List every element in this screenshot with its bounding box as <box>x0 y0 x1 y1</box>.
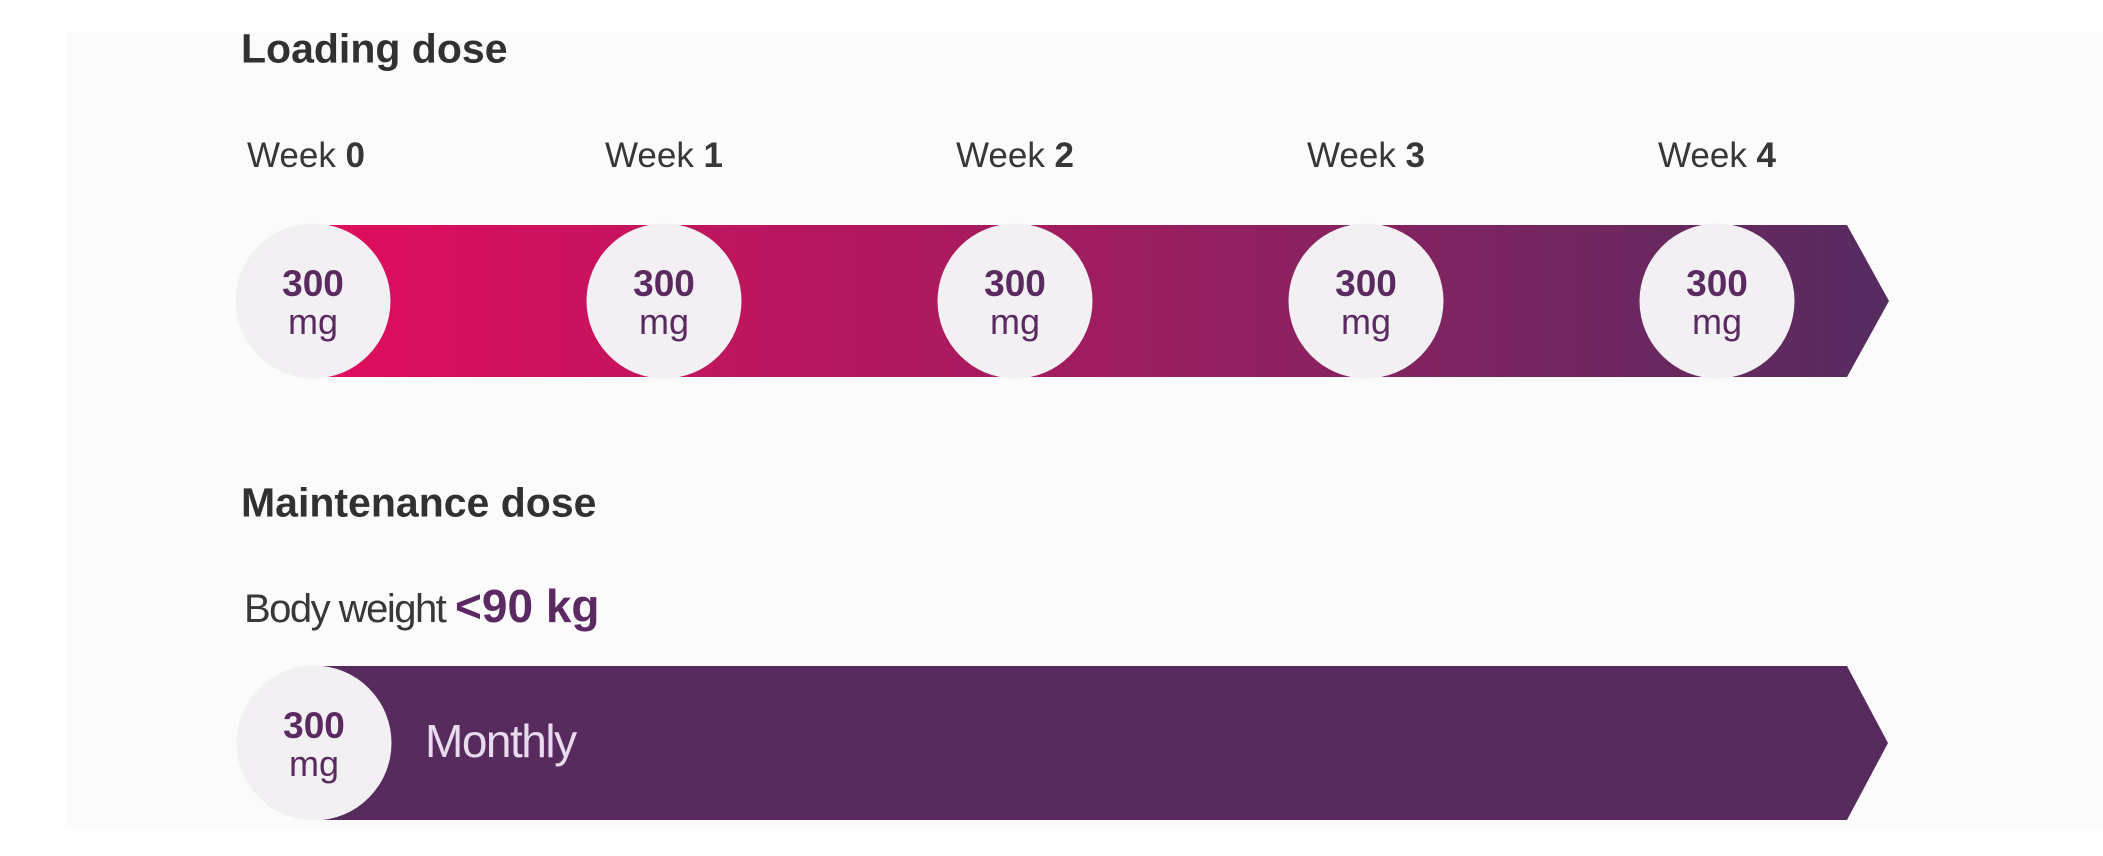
svg-text:Week 2: Week 2 <box>956 136 1074 175</box>
svg-text:300: 300 <box>282 263 344 304</box>
svg-text:Week 3: Week 3 <box>1307 136 1425 175</box>
svg-text:300: 300 <box>1686 263 1748 304</box>
svg-text:Maintenance dose: Maintenance dose <box>241 480 596 526</box>
svg-text:mg: mg <box>288 301 338 342</box>
svg-text:Loading dose: Loading dose <box>241 26 508 72</box>
svg-text:300: 300 <box>633 263 695 304</box>
svg-text:Week 0: Week 0 <box>247 136 365 175</box>
svg-text:mg: mg <box>1341 301 1391 342</box>
svg-text:mg: mg <box>289 743 339 784</box>
svg-text:Body weight <90 kg: Body weight <90 kg <box>244 580 600 632</box>
svg-text:mg: mg <box>990 301 1040 342</box>
svg-text:300: 300 <box>984 263 1046 304</box>
svg-text:300: 300 <box>283 705 345 746</box>
svg-text:300: 300 <box>1335 263 1397 304</box>
svg-text:mg: mg <box>639 301 689 342</box>
svg-text:Week 1: Week 1 <box>605 136 723 175</box>
svg-text:mg: mg <box>1692 301 1742 342</box>
svg-text:Week 4: Week 4 <box>1658 136 1777 175</box>
svg-text:Monthly: Monthly <box>425 715 577 767</box>
